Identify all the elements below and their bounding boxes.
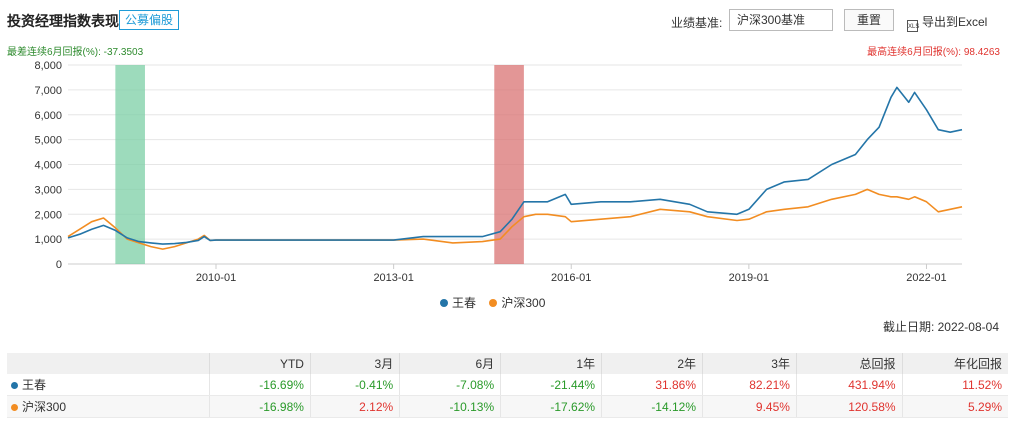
column-header-3y: 3年 xyxy=(702,353,797,374)
table-cell: -21.44% xyxy=(500,374,603,396)
legend-item-hs300[interactable]: 沪深300 xyxy=(489,296,545,310)
table-cell: 31.86% xyxy=(601,374,704,396)
reset-button[interactable]: 重置 xyxy=(844,9,894,31)
column-header-name xyxy=(7,353,210,374)
table-cell: -10.13% xyxy=(399,395,502,418)
table-cell: 431.94% xyxy=(796,374,903,396)
toolbar: 投资经理指数表现 公募偏股 业绩基准: 沪深300基准 重置 XLS 导出到Exc… xyxy=(0,0,1015,38)
table-cell: 2.12% xyxy=(310,395,401,418)
table-header-row: YTD 3月 6月 1年 2年 3年 总回报 年化回报 xyxy=(7,353,1008,374)
y-tick-label: 3,000 xyxy=(34,184,62,196)
column-header-annual: 年化回报 xyxy=(902,353,1008,374)
x-tick-label: 2019-01 xyxy=(729,272,769,284)
export-excel-button[interactable]: XLS 导出到Excel xyxy=(907,13,987,32)
column-header-3m: 3月 xyxy=(310,353,401,374)
table-cell: -0.41% xyxy=(310,374,401,396)
table-cell: 120.58% xyxy=(796,395,903,418)
row-marker xyxy=(11,404,18,411)
performance-table: YTD 3月 6月 1年 2年 3年 总回报 年化回报 王春 -16.69% -… xyxy=(7,353,1008,418)
table-row: 沪深300 -16.98% 2.12% -10.13% -17.62% -14.… xyxy=(7,395,1008,418)
cutoff-date: 截止日期: 2022-08-04 xyxy=(882,320,999,334)
legend-marker-hs300 xyxy=(489,299,498,307)
table-cell: -7.08% xyxy=(399,374,502,396)
column-header-total: 总回报 xyxy=(796,353,903,374)
x-tick-label: 2016-01 xyxy=(551,272,591,284)
series-line-hs300 xyxy=(67,188,963,250)
y-tick-label: 1,000 xyxy=(34,234,62,246)
table-cell: 9.45% xyxy=(702,395,797,418)
page-title: 投资经理指数表现 xyxy=(7,13,119,29)
export-excel-label: 导出到Excel xyxy=(922,15,988,29)
axes: 0 1,000 2,000 3,000 4,000 5,000 6,000 7,000 8,00… xyxy=(34,60,946,284)
benchmark-label: 业绩基准: xyxy=(671,16,723,30)
y-tick-label: 7,000 xyxy=(34,85,62,97)
table-cell: -16.69% xyxy=(209,374,311,396)
chart-legend: 王春 沪深300 xyxy=(440,294,545,311)
column-header-1y: 1年 xyxy=(500,353,603,374)
column-header-ytd: YTD xyxy=(209,353,311,374)
table-cell: 5.29% xyxy=(902,395,1008,418)
table-cell: 11.52% xyxy=(902,374,1008,396)
legend-marker-wangchun xyxy=(440,299,448,307)
row-marker xyxy=(11,382,18,389)
table-cell: -14.12% xyxy=(601,395,704,418)
row-name: 沪深300 xyxy=(22,400,67,414)
series-lines xyxy=(67,86,963,250)
table-cell: -17.62% xyxy=(500,395,603,418)
table-cell: 82.21% xyxy=(702,374,797,396)
x-tick-label: 2022-01 xyxy=(906,272,946,284)
legend-label-hs300: 沪深300 xyxy=(501,296,546,310)
drawdown-bands xyxy=(115,65,524,264)
y-tick-label: 0 xyxy=(56,259,62,271)
column-header-6m: 6月 xyxy=(399,353,502,374)
y-tick-label: 5,000 xyxy=(34,135,62,147)
legend-label-wangchun: 王春 xyxy=(452,296,477,310)
best-6m-band xyxy=(494,65,524,264)
table-row: 王春 -16.69% -0.41% -7.08% -21.44% 31.86% … xyxy=(7,374,1008,396)
x-tick-label: 2013-01 xyxy=(373,272,413,284)
worst-6m-return: 最差连续6月回报(%): -37.3503 xyxy=(7,47,144,58)
row-name-cell: 王春 xyxy=(7,374,210,396)
best-6m-return: 最高连续6月回报(%): 98.4263 xyxy=(867,47,1000,58)
performance-chart: 0 1,000 2,000 3,000 4,000 5,000 6,000 7,000 8,00… xyxy=(34,60,963,284)
row-name-cell: 沪深300 xyxy=(7,395,210,418)
legend-item-wangchun[interactable]: 王春 xyxy=(440,296,476,310)
x-tick-label: 2010-01 xyxy=(196,272,236,284)
y-tick-label: 6,000 xyxy=(34,110,62,122)
y-tick-label: 4,000 xyxy=(34,160,62,172)
y-tick-label: 8,000 xyxy=(34,60,62,72)
y-tick-label: 2,000 xyxy=(34,209,62,221)
table-cell: -16.98% xyxy=(209,395,311,418)
row-name: 王春 xyxy=(22,378,47,392)
worst-6m-band xyxy=(115,65,145,264)
series-line-wangchun xyxy=(67,86,963,245)
column-header-2y: 2年 xyxy=(601,353,704,374)
excel-icon: XLS xyxy=(907,20,919,32)
benchmark-select[interactable]: 沪深300基准 xyxy=(729,9,833,31)
category-badge[interactable]: 公募偏股 xyxy=(119,10,180,30)
